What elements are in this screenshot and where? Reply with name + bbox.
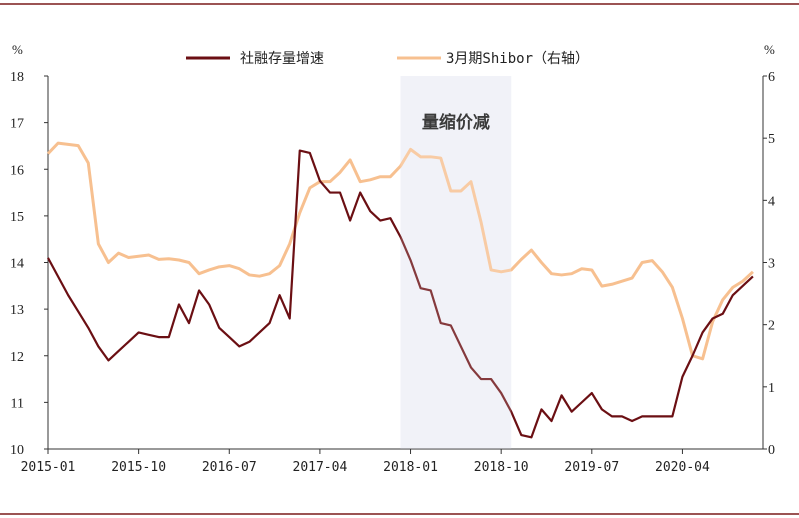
right-tick-label: 5 <box>768 132 775 147</box>
shaded-region-overlay <box>400 76 512 449</box>
x-tick-label: 2018-01 <box>383 460 438 475</box>
left-unit-label: % <box>12 42 23 57</box>
left-tick-label: 13 <box>10 303 24 318</box>
left-tick-label: 14 <box>10 257 24 272</box>
left-tick-label: 10 <box>10 443 24 458</box>
right-tick-label: 3 <box>768 257 775 272</box>
right-ticks: 0 1 2 3 4 5 6 <box>763 70 775 458</box>
x-ticks: 2015-01 2015-10 2016-07 2017-04 2018-01 2018-… <box>21 449 710 475</box>
right-unit-label: % <box>764 42 775 57</box>
x-tick-label: 2016-07 <box>202 460 257 475</box>
right-tick-label: 0 <box>768 443 775 458</box>
annotation-label: 量缩价减 <box>422 112 490 133</box>
left-tick-label: 17 <box>10 117 24 132</box>
shaded-region <box>400 76 512 449</box>
series-layer <box>46 76 754 449</box>
x-tick-label: 2017-04 <box>293 460 348 475</box>
series-line-2 <box>46 141 754 361</box>
x-tick-label: 2018-10 <box>474 460 529 475</box>
right-tick-label: 6 <box>768 70 775 85</box>
left-tick-label: 11 <box>11 396 24 411</box>
left-tick-label: 16 <box>10 163 24 178</box>
left-ticks: 10 11 12 13 14 15 16 17 18 <box>10 70 48 458</box>
right-tick-label: 1 <box>768 381 775 396</box>
legend: 社融存量增速 3月期Shibor（右轴） <box>186 51 589 67</box>
x-tick-label: 2019-07 <box>564 460 619 475</box>
left-tick-label: 18 <box>10 70 24 85</box>
left-tick-label: 15 <box>10 210 24 225</box>
x-tick-label: 2015-10 <box>111 460 166 475</box>
legend-label-1: 社融存量增速 <box>240 51 324 67</box>
left-tick-label: 12 <box>10 350 24 365</box>
x-tick-label: 2015-01 <box>21 460 76 475</box>
series-line-1 <box>47 149 754 439</box>
legend-label-2: 3月期Shibor（右轴） <box>446 51 589 67</box>
x-tick-label: 2020-04 <box>655 460 710 475</box>
right-tick-label: 2 <box>768 319 775 334</box>
right-tick-label: 4 <box>768 194 775 209</box>
